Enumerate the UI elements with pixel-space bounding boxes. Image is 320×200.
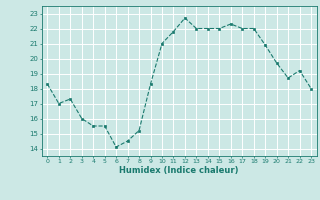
X-axis label: Humidex (Indice chaleur): Humidex (Indice chaleur) — [119, 166, 239, 175]
